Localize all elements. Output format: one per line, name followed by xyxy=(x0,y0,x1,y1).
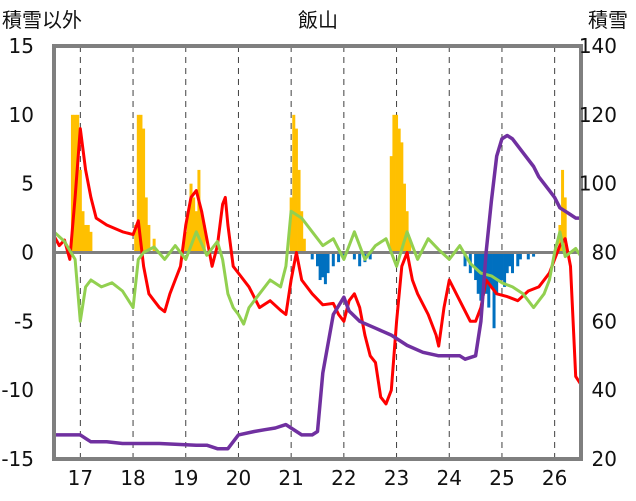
snowfall-bar xyxy=(503,252,507,287)
series-line-1 xyxy=(52,127,583,406)
snowfall-bar xyxy=(389,156,393,253)
x-tick-label: 21 xyxy=(278,466,303,490)
snowfall-bar xyxy=(500,252,504,281)
snowfall-bar xyxy=(392,114,396,253)
x-tick-label: 25 xyxy=(489,466,514,490)
series-line-3 xyxy=(52,133,583,451)
x-tick-label: 26 xyxy=(542,466,567,490)
snowfall-bar xyxy=(316,252,319,267)
snowfall-bar xyxy=(297,169,301,253)
y-left-tick-label: -10 xyxy=(1,378,34,402)
snowfall-bar xyxy=(144,197,148,253)
snowfall-bar xyxy=(200,211,204,253)
x-tick-label: 23 xyxy=(384,466,409,490)
snowfall-bar xyxy=(81,211,85,253)
x-tick-label: 17 xyxy=(68,466,93,490)
snowfall-bar xyxy=(526,252,530,260)
snowfall-bar xyxy=(70,114,74,253)
snowfall-bar xyxy=(292,114,296,253)
snowfall-bar xyxy=(189,183,193,253)
snowfall-bar xyxy=(358,252,362,267)
snowfall-bar xyxy=(497,252,501,281)
snowfall-bar xyxy=(495,252,499,294)
snowfall-bar xyxy=(139,114,143,253)
y-right-tick-label: 120 xyxy=(579,103,617,127)
x-tick-label: 18 xyxy=(120,466,145,490)
snowfall-bar xyxy=(76,114,80,253)
left-axis-label: 積雪以外 xyxy=(2,8,82,32)
y-left-tick-label: 10 xyxy=(9,103,34,127)
y-left-tick-label: 0 xyxy=(21,241,34,265)
snowfall-bar xyxy=(326,252,330,274)
plot-frame xyxy=(52,44,583,461)
y-left-tick-label: 5 xyxy=(21,172,34,196)
snowfall-bar xyxy=(487,252,491,308)
snowfall-bar xyxy=(474,252,478,281)
snowfall-bar xyxy=(337,252,341,263)
snowfall-bar xyxy=(147,224,151,253)
snowfall-bar xyxy=(463,252,467,267)
snowfall-bar xyxy=(78,169,82,253)
snowfall-bar xyxy=(400,142,404,253)
snowfall-bar xyxy=(508,252,512,267)
snowfall-bar xyxy=(300,211,304,253)
x-tick-label: 22 xyxy=(331,466,356,490)
y-right-tick-label: 20 xyxy=(592,447,617,471)
snowfall-bar xyxy=(310,252,314,260)
snowfall-bar xyxy=(89,231,93,253)
snowfall-bar xyxy=(136,114,140,253)
snowfall-bar xyxy=(352,252,356,260)
y-right-tick-label: 140 xyxy=(579,34,617,58)
snowfall-bar xyxy=(397,128,401,253)
snowfall-bar xyxy=(321,252,325,278)
tick-labels: 17 18 19 20 21 22 23 24 25 26 -15 -10 -5 0 5 10 15 20 40 60… xyxy=(1,34,617,490)
snowfall-bar xyxy=(395,114,399,253)
snowfall-bar xyxy=(192,197,196,253)
snowfall-bar xyxy=(532,252,536,257)
y-right-tick-label: 40 xyxy=(592,378,617,402)
snowfall-bar xyxy=(402,183,406,253)
y-right-tick-label: 60 xyxy=(592,309,617,333)
snowfall-bar xyxy=(408,238,412,253)
snowfall-bar xyxy=(302,238,306,253)
chart-title: 飯山 xyxy=(298,8,338,32)
y-left-tick-label: -15 xyxy=(1,447,34,471)
right-axis-label: 積雪 xyxy=(588,8,628,32)
snowfall-bar xyxy=(505,252,509,274)
snowfall-bar xyxy=(197,169,201,253)
snowfall-bar xyxy=(563,197,567,253)
snowfall-bar xyxy=(479,252,483,301)
snowfall-bar xyxy=(516,252,520,267)
snowfall-bar xyxy=(518,252,522,260)
y-right-tick-label: 80 xyxy=(592,241,617,265)
y-left-tick-label: 15 xyxy=(9,34,34,58)
snowfall-bar xyxy=(323,252,327,285)
snowfall-bar xyxy=(86,224,90,253)
snowfall-bar xyxy=(184,231,188,253)
snowfall-bar xyxy=(489,252,493,287)
snowfall-bar xyxy=(294,128,298,253)
snowfall-bar xyxy=(142,128,146,253)
snowfall-bar xyxy=(134,224,138,253)
series-lines xyxy=(52,127,583,451)
x-tick-label: 20 xyxy=(226,466,251,490)
snowfall-bars xyxy=(70,114,567,329)
snowfall-bar xyxy=(202,224,206,253)
snowfall-bar xyxy=(342,252,346,257)
snowfall-bar xyxy=(331,252,335,267)
snowfall-bar xyxy=(186,211,190,253)
snowfall-bar xyxy=(84,224,88,253)
series-line-2 xyxy=(52,209,583,326)
x-tick-label: 19 xyxy=(173,466,198,490)
y-right-tick-label: 100 xyxy=(579,172,617,196)
snowfall-bar xyxy=(510,252,514,274)
snowfall-bar xyxy=(476,252,480,294)
snowfall-bar xyxy=(318,252,322,281)
snowfall-bar xyxy=(368,252,372,260)
x-tick-label: 24 xyxy=(437,466,462,490)
y-left-tick-label: -5 xyxy=(14,309,34,333)
